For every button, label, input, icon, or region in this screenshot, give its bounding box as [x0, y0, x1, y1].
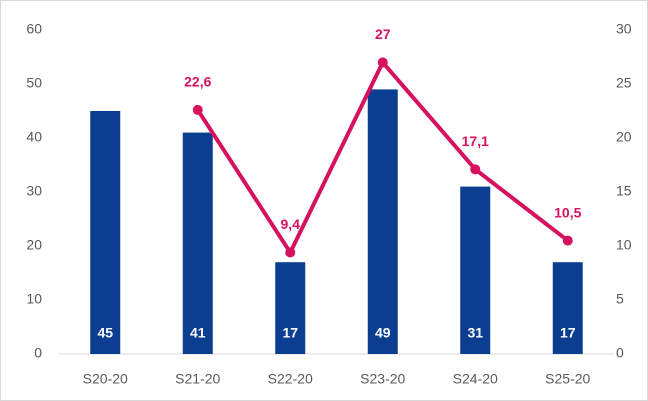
bar	[275, 262, 306, 354]
x-tick-label: S24-20	[453, 371, 498, 387]
x-tick-label: S22-20	[268, 371, 313, 387]
line-point	[285, 247, 296, 258]
line-point	[562, 235, 573, 246]
bar-value-label: 45	[97, 325, 113, 341]
y-tick-label: 10	[26, 291, 42, 307]
line-point	[377, 57, 388, 68]
line-value-label: 17,1	[462, 133, 489, 149]
line-value-label: 27	[375, 26, 391, 42]
line-point	[470, 164, 481, 175]
y2-tick-label: 10	[616, 237, 632, 253]
y2-tick-label: 25	[616, 75, 632, 91]
bar	[552, 262, 583, 354]
y-tick-label: 20	[26, 237, 42, 253]
bar-value-label: 17	[282, 325, 298, 341]
line-value-label: 10,5	[554, 204, 581, 220]
y2-tick-label: 0	[616, 345, 624, 361]
bar	[90, 111, 121, 354]
y-tick-label: 60	[26, 21, 42, 37]
line-value-label: 22,6	[184, 74, 211, 90]
bar-value-label: 31	[467, 325, 483, 341]
bar-value-label: 17	[560, 325, 576, 341]
x-tick-label: S23-20	[360, 371, 405, 387]
y2-tick-label: 20	[616, 129, 632, 145]
x-tick-label: S21-20	[175, 371, 220, 387]
y2-tick-label: 15	[616, 183, 632, 199]
bar	[367, 89, 398, 355]
line-value-label: 9,4	[281, 216, 301, 232]
y-tick-label: 40	[26, 129, 42, 145]
y-tick-label: 0	[34, 345, 42, 361]
line-point	[192, 104, 203, 115]
x-tick-label: S20-20	[83, 371, 128, 387]
x-tick-label: S25-20	[545, 371, 590, 387]
y2-tick-label: 5	[616, 291, 624, 307]
bar	[460, 186, 491, 354]
bar-value-label: 41	[190, 325, 206, 341]
y-tick-label: 50	[26, 75, 42, 91]
y2-tick-label: 30	[616, 21, 632, 37]
bar	[182, 132, 213, 354]
y-tick-label: 30	[26, 183, 42, 199]
bar-value-label: 49	[375, 325, 391, 341]
